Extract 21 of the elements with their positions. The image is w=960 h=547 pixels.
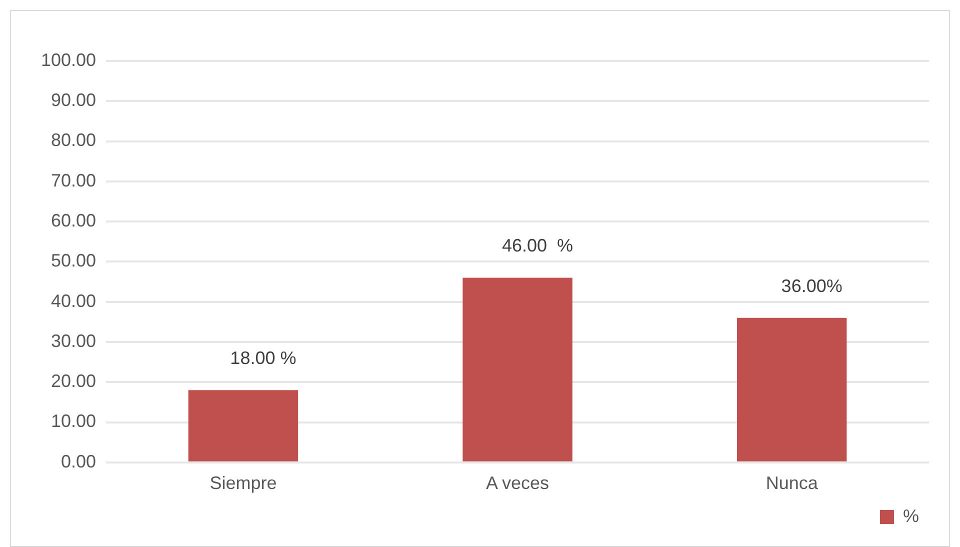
x-tick-label: Siempre (210, 473, 277, 494)
bar (736, 318, 847, 462)
x-tick-label: A veces (486, 473, 550, 494)
y-tick-label: 30.00 (51, 330, 96, 351)
y-tick-label: 100.00 (40, 50, 96, 70)
legend-label: % (902, 506, 920, 526)
y-tick-label: 60.00 (51, 210, 96, 231)
data-label: 36.00% (781, 276, 842, 296)
data-label: 46.00 % (502, 236, 574, 256)
y-tick-label: 40.00 (51, 290, 96, 311)
y-tick-label: 50.00 (51, 250, 96, 271)
data-label: 18.00 % (230, 348, 296, 368)
y-tick-label: 90.00 (51, 90, 96, 110)
bar (188, 390, 298, 462)
bar (462, 278, 572, 462)
y-tick-label: 0.00 (61, 451, 96, 472)
y-tick-label: 80.00 (51, 130, 96, 150)
y-tick-label: 10.00 (51, 411, 96, 432)
x-tick-label: Nunca (766, 473, 819, 494)
y-tick-label: 70.00 (51, 170, 96, 190)
y-tick-label: 20.00 (51, 371, 96, 392)
